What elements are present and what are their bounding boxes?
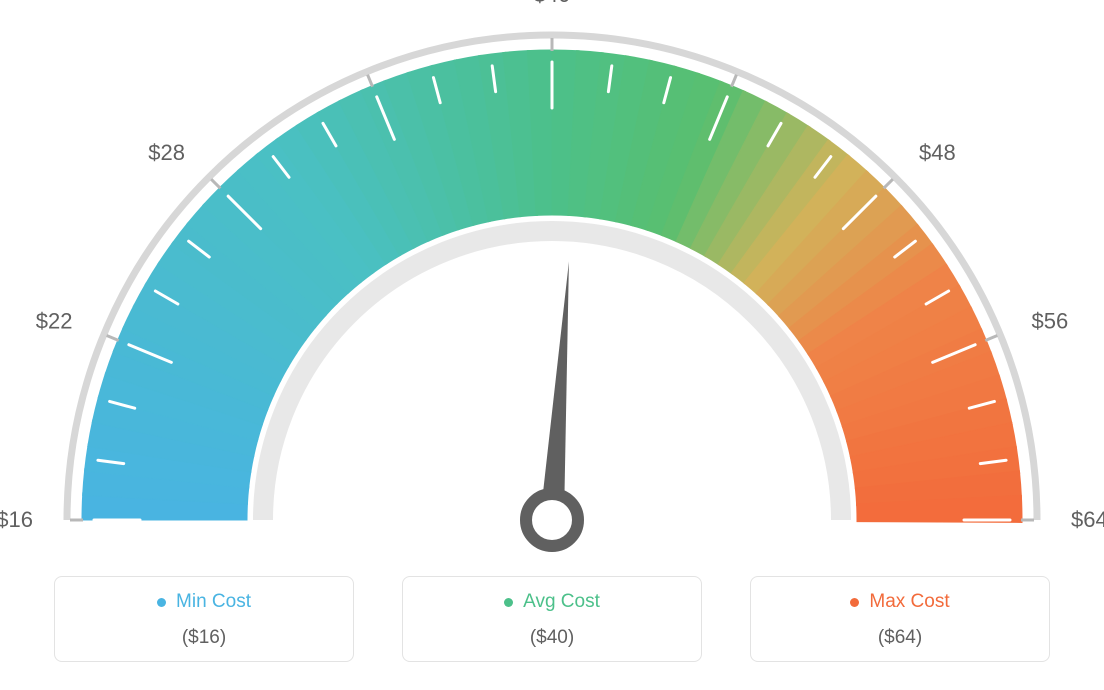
legend-min-dot (157, 598, 166, 607)
legend-max-dot (850, 598, 859, 607)
legend-min-value: ($16) (65, 627, 343, 649)
legend-max-label: Max Cost (850, 591, 949, 613)
legend-row: Min Cost ($16) Avg Cost ($40) Max Cost (… (0, 576, 1104, 662)
legend-max-value: ($64) (761, 627, 1039, 649)
cost-gauge: $16 $22 $28 $40 $48 $56 $64 (0, 0, 1104, 560)
legend-max-text: Max Cost (869, 591, 949, 613)
legend-max-card: Max Cost ($64) (750, 576, 1050, 662)
legend-min-text: Min Cost (176, 591, 251, 613)
svg-text:$40: $40 (534, 0, 571, 7)
gauge-svg: $16 $22 $28 $40 $48 $56 $64 (0, 0, 1104, 560)
svg-text:$56: $56 (1031, 308, 1068, 333)
legend-min-card: Min Cost ($16) (54, 576, 354, 662)
legend-min-label: Min Cost (157, 591, 251, 613)
legend-avg-value: ($40) (413, 627, 691, 649)
legend-avg-dot (504, 598, 513, 607)
svg-text:$16: $16 (0, 507, 33, 532)
svg-text:$22: $22 (36, 308, 73, 333)
svg-text:$28: $28 (148, 140, 185, 165)
svg-text:$48: $48 (919, 140, 956, 165)
legend-avg-card: Avg Cost ($40) (402, 576, 702, 662)
legend-avg-text: Avg Cost (523, 591, 600, 613)
legend-avg-label: Avg Cost (504, 591, 600, 613)
svg-text:$64: $64 (1071, 507, 1104, 532)
